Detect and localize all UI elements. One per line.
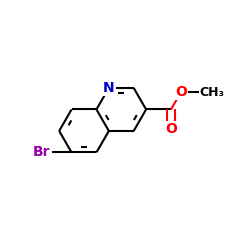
Text: O: O (165, 122, 177, 136)
Text: Br: Br (33, 146, 50, 160)
Text: O: O (175, 85, 187, 99)
Text: N: N (103, 81, 115, 95)
Text: CH₃: CH₃ (200, 86, 224, 99)
